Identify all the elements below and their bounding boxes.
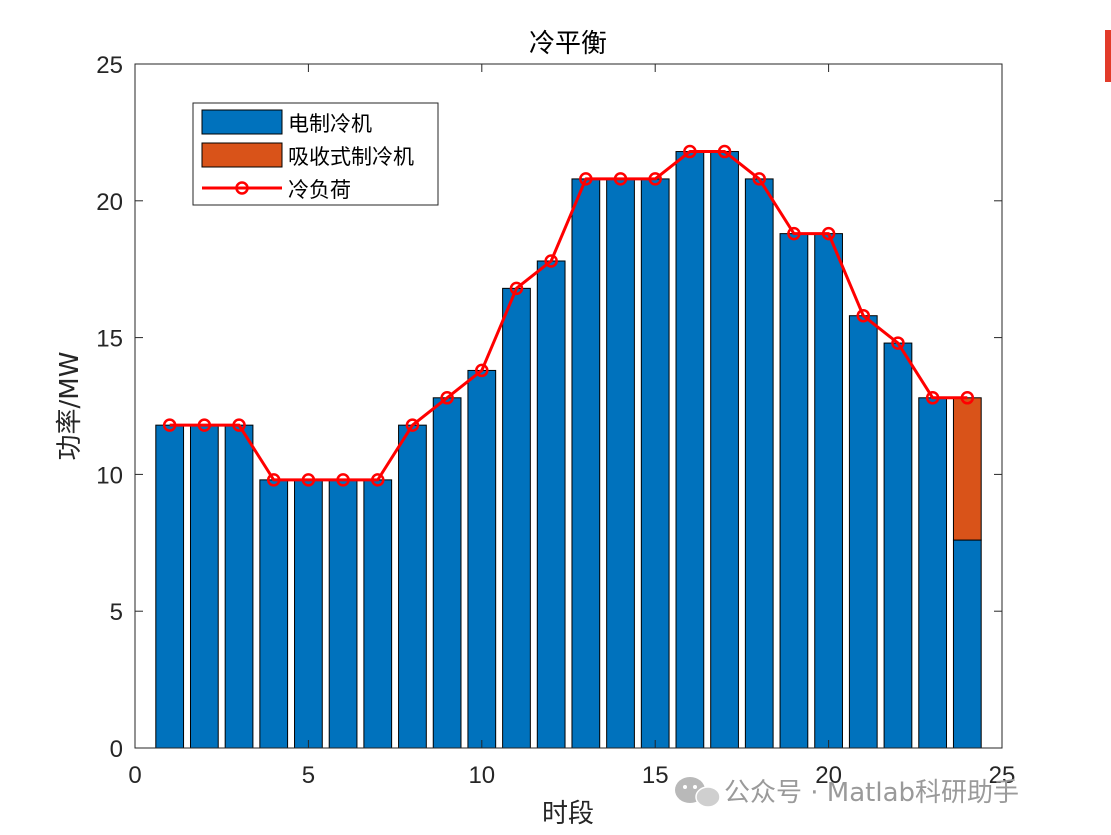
bar-electric-chiller-16 — [675, 151, 705, 749]
y-tick-label-5: 5 — [110, 599, 123, 626]
bar-electric-chiller-13 — [571, 178, 601, 749]
bar-absorption-chiller-24 — [952, 397, 982, 541]
bar-electric-chiller-14 — [606, 178, 635, 749]
cooling-load-marker-22 — [891, 336, 905, 350]
y-axis-title: 功率/MW — [55, 352, 85, 461]
cooling-load-marker-17 — [717, 144, 732, 159]
legend-label-electric-chiller: 电制冷机 — [288, 112, 372, 136]
edge-marker — [1105, 30, 1111, 82]
x-axis-title: 时段 — [542, 799, 594, 829]
cooling-load-marker-4 — [266, 473, 281, 487]
bar-electric-chiller-9 — [432, 397, 462, 749]
watermark: 公众号 · Matlab科研助手 — [675, 777, 1019, 808]
bar-electric-chiller-1 — [155, 424, 185, 749]
bars-layer — [155, 151, 982, 749]
bar-electric-chiller-20 — [814, 233, 843, 749]
legend-label-absorption-chiller: 吸收式制冷机 — [288, 145, 414, 169]
x-tick-label-15: 15 — [642, 762, 669, 789]
bar-electric-chiller-18 — [744, 178, 774, 749]
cooling-load-marker-21 — [856, 308, 871, 323]
bar-electric-chiller-22 — [883, 342, 913, 749]
cooling-load-marker-3 — [232, 418, 246, 432]
x-tick-label-25: 25 — [989, 762, 1016, 789]
cooling-load-marker-8 — [405, 418, 420, 432]
bar-electric-chiller-8 — [398, 424, 427, 749]
cooling-load-marker-18 — [752, 172, 766, 186]
cooling-load-marker-1 — [162, 418, 177, 432]
cooling-load-marker-23 — [925, 391, 940, 405]
bar-electric-chiller-3 — [224, 424, 254, 749]
chart-title: 冷平衡 — [529, 29, 607, 59]
bar-electric-chiller-6 — [328, 479, 358, 749]
bar-electric-chiller-10 — [467, 369, 497, 749]
legend: 电制冷机 吸收式制冷机 冷负荷 — [192, 102, 439, 206]
legend-marker-cooling-load — [235, 181, 249, 195]
cooling-load-marker-16 — [683, 144, 697, 159]
watermark-text: 公众号 · Matlab科研助手 — [724, 778, 1019, 808]
x-tick-label-0: 0 — [128, 762, 141, 789]
x-tick-label-10: 10 — [468, 762, 495, 789]
x-tick-label-20: 20 — [815, 762, 842, 789]
bar-electric-chiller-17 — [710, 151, 739, 749]
legend-label-cooling-load: 冷负荷 — [288, 178, 351, 202]
cooling-load-marker-2 — [197, 418, 212, 432]
cooling-load-marker-19 — [787, 226, 801, 241]
cooling-load-marker-7 — [371, 473, 385, 487]
cooling-load-marker-5 — [301, 473, 316, 487]
bar-electric-chiller-15 — [640, 178, 670, 749]
cooling-load-marker-13 — [579, 172, 593, 186]
bar-electric-chiller-12 — [536, 260, 566, 749]
bar-electric-chiller-4 — [259, 479, 289, 749]
wechat-icon — [675, 777, 721, 808]
bar-electric-chiller-11 — [502, 287, 531, 749]
cooling-load-marker-10 — [475, 363, 489, 378]
cooling-load-marker-12 — [544, 254, 558, 268]
bar-electric-chiller-19 — [779, 233, 809, 749]
y-tick-label-0: 0 — [110, 736, 123, 763]
bar-electric-chiller-7 — [363, 479, 393, 749]
y-tick-label-25: 25 — [96, 52, 123, 79]
cooling-load-marker-15 — [648, 172, 662, 186]
bar-electric-chiller-21 — [848, 315, 878, 749]
cooling-load-marker-9 — [440, 391, 454, 405]
cooling-load-marker-20 — [821, 226, 836, 241]
axes-layer: 0 5 10 15 20 25 0 5 10 15 20 25 — [96, 52, 1015, 789]
axes-box — [134, 63, 1003, 749]
y-tick-label-15: 15 — [96, 326, 123, 353]
cooling-load-marker-14 — [613, 172, 628, 186]
y-tick-label-10: 10 — [96, 462, 123, 489]
bar-electric-chiller-24 — [952, 539, 982, 749]
x-tick-label-5: 5 — [302, 762, 315, 789]
cooling-load-marker-6 — [336, 473, 350, 487]
legend-swatch-absorption-chiller — [201, 142, 283, 168]
line-layer — [162, 144, 975, 487]
bar-electric-chiller-23 — [918, 397, 948, 749]
cooling-load-marker-11 — [509, 281, 524, 296]
bar-electric-chiller-5 — [294, 479, 323, 749]
legend-swatch-electric-chiller — [201, 109, 283, 135]
y-tick-label-20: 20 — [96, 189, 123, 216]
bar-electric-chiller-2 — [189, 424, 219, 749]
cooling-load-marker-24 — [960, 391, 975, 405]
